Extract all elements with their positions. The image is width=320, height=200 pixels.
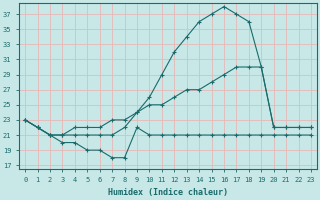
X-axis label: Humidex (Indice chaleur): Humidex (Indice chaleur) (108, 188, 228, 197)
